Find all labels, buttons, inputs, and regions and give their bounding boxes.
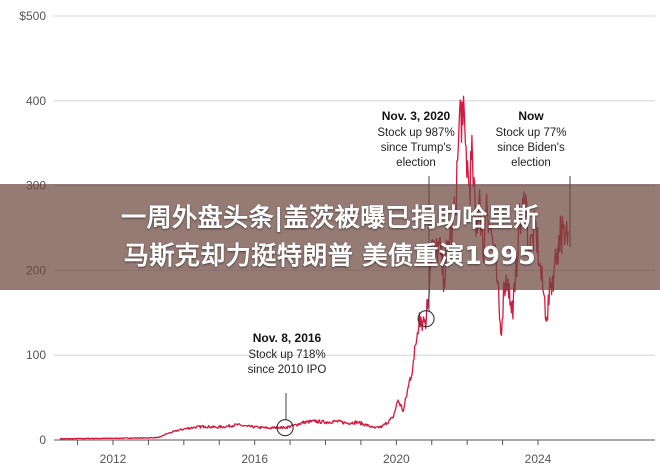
- headline-line-1: 一周外盘头条|盖茨被曝已捐助哈里斯: [121, 203, 539, 232]
- y-tick-label: 0: [39, 433, 46, 447]
- headline-line-2: 马斯克却力挺特朗普 美债重演1995: [123, 241, 537, 270]
- annotation: Nov. 8, 2016 Stock up 718% since 2010 IPO: [248, 331, 327, 437]
- x-tick-label: 2020: [383, 452, 410, 466]
- y-tick-label: 400: [26, 94, 46, 108]
- annotation-marker: [276, 419, 294, 437]
- annotation-text: since Biden's: [497, 142, 565, 154]
- annotation-text: Stock up 987%: [377, 127, 454, 139]
- annotation-text: election: [396, 157, 436, 169]
- headline-overlay: 一周外盘头条|盖茨被曝已捐助哈里斯 马斯克却力挺特朗普 美债重演1995: [0, 184, 660, 290]
- y-tick-label: 100: [26, 348, 46, 362]
- x-tick-label: 2016: [241, 452, 268, 466]
- annotation-title: Now: [518, 109, 544, 123]
- annotation-title: Nov. 8, 2016: [253, 331, 322, 345]
- annotation-text: since 2010 IPO: [248, 364, 327, 376]
- annotation-marker: [417, 310, 435, 328]
- annotation-text: Stock up 718%: [248, 349, 325, 361]
- x-tick-label: 2024: [525, 452, 552, 466]
- annotation: Now Stock up 77% since Biden's election: [496, 109, 571, 247]
- annotation-text: Stock up 77%: [496, 127, 567, 139]
- x-axis: 2012 2016 2020 2024: [54, 439, 655, 466]
- annotation-text: since Trump's: [381, 142, 452, 154]
- y-tick-label: $500: [19, 9, 46, 23]
- annotation-title: Nov. 3, 2020: [382, 109, 451, 123]
- x-tick-label: 2012: [100, 452, 127, 466]
- annotation-text: election: [511, 157, 551, 169]
